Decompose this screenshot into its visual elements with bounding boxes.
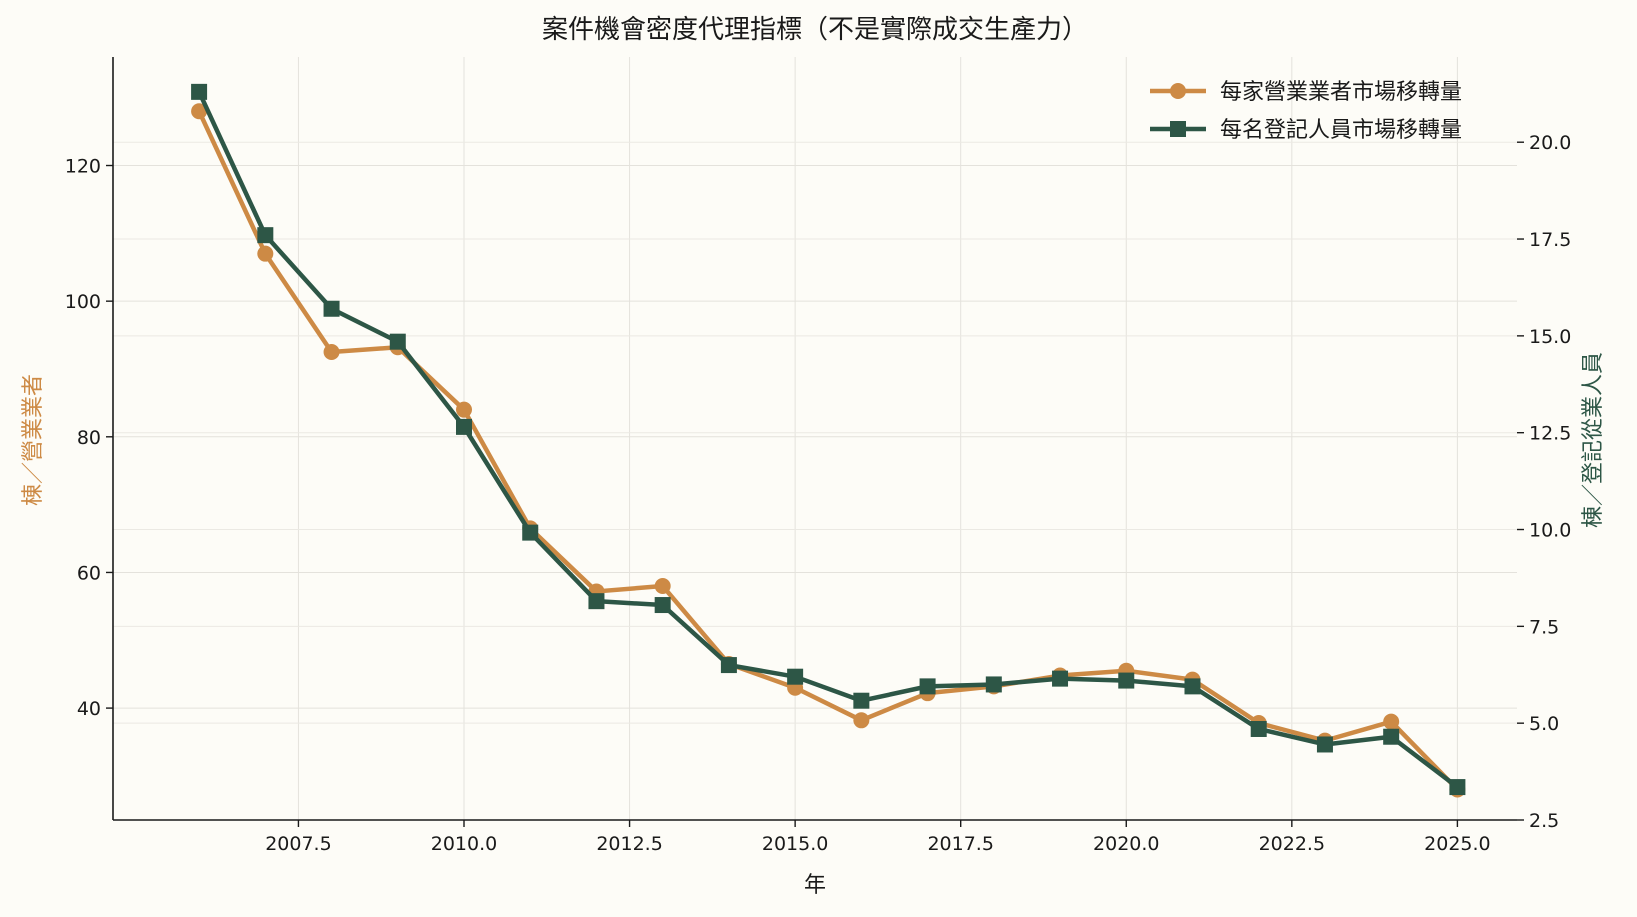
right-y-axis-ticks: 2.5 5.0 7.5 10.0 12.5 15.0 17.5 20.0 <box>1517 132 1571 832</box>
right-y-tick-label: 10.0 <box>1529 520 1571 542</box>
data-point <box>191 103 208 120</box>
x-tick-label: 2022.5 <box>1259 833 1325 855</box>
data-point <box>1316 736 1333 753</box>
x-tick-label: 2010.0 <box>431 833 497 855</box>
series-line <box>196 89 1460 790</box>
left-y-tick-label: 40 <box>77 698 101 720</box>
data-point <box>654 578 671 595</box>
data-point <box>853 692 870 709</box>
data-point <box>787 668 804 685</box>
axes <box>112 57 1517 821</box>
legend-marker-circle <box>1170 83 1186 99</box>
data-point <box>522 524 539 541</box>
right-y-tick-label: 20.0 <box>1529 132 1571 154</box>
x-tick-label: 2015.0 <box>762 833 828 855</box>
legend-item-business: 每家營業業者市場移轉量 <box>1150 80 1462 105</box>
data-point <box>257 245 274 262</box>
x-axis-title: 年 <box>804 873 826 898</box>
right-y-tick-label: 15.0 <box>1529 326 1571 348</box>
left-y-axis-ticks: 40 60 80 100 120 <box>65 156 113 720</box>
left-y-tick-label: 120 <box>65 156 101 178</box>
data-point <box>853 712 870 729</box>
data-point <box>654 597 671 614</box>
right-y-tick-label: 17.5 <box>1529 229 1571 251</box>
data-point <box>389 333 406 350</box>
data-point <box>1250 720 1267 737</box>
right-y-tick-label: 7.5 <box>1529 616 1559 638</box>
data-point <box>720 657 737 674</box>
data-point <box>1118 672 1135 689</box>
data-series <box>191 83 1466 798</box>
left-y-tick-label: 80 <box>77 427 101 449</box>
left-y-tick-label: 100 <box>65 291 101 313</box>
x-tick-label: 2017.5 <box>927 833 993 855</box>
data-point <box>323 300 340 317</box>
data-point <box>1184 678 1201 695</box>
legend: 每家營業業者市場移轉量 每名登記人員市場移轉量 <box>1150 80 1462 143</box>
left-y-tick-label: 60 <box>77 562 101 584</box>
data-point <box>1383 713 1400 730</box>
data-point <box>1052 670 1069 687</box>
x-tick-label: 2025.0 <box>1424 833 1490 855</box>
data-point <box>191 83 208 100</box>
right-y-axis-title: 棟／登記從業人員 <box>1581 352 1606 528</box>
legend-marker-square <box>1170 121 1186 137</box>
chart-title: 案件機會密度代理指標（不是實際成交生產力） <box>542 15 1088 45</box>
series-staff <box>191 83 1466 796</box>
data-point <box>456 401 472 418</box>
legend-label-business: 每家營業業者市場移轉量 <box>1220 80 1462 105</box>
x-tick-label: 2007.5 <box>265 833 331 855</box>
legend-label-staff: 每名登記人員市場移轉量 <box>1220 118 1462 143</box>
data-point <box>985 676 1002 693</box>
data-point <box>456 418 472 435</box>
right-y-tick-label: 12.5 <box>1529 423 1571 445</box>
data-point <box>323 344 340 361</box>
data-point <box>1383 728 1400 745</box>
data-point <box>919 678 936 695</box>
x-axis-ticks: 2007.5 2010.0 2012.5 2015.0 2017.5 2020.0 2022… <box>265 820 1491 855</box>
right-y-tick-label: 5.0 <box>1529 713 1559 735</box>
x-tick-label: 2012.5 <box>596 833 662 855</box>
x-tick-label: 2020.0 <box>1093 833 1159 855</box>
data-point <box>588 593 605 610</box>
data-point <box>257 227 274 244</box>
left-y-axis-title: 棟／營業業者 <box>21 374 46 506</box>
right-y-tick-label: 2.5 <box>1529 810 1559 832</box>
legend-item-staff: 每名登記人員市場移轉量 <box>1150 118 1462 143</box>
data-point <box>1449 779 1466 796</box>
grid-lines <box>113 57 1517 821</box>
